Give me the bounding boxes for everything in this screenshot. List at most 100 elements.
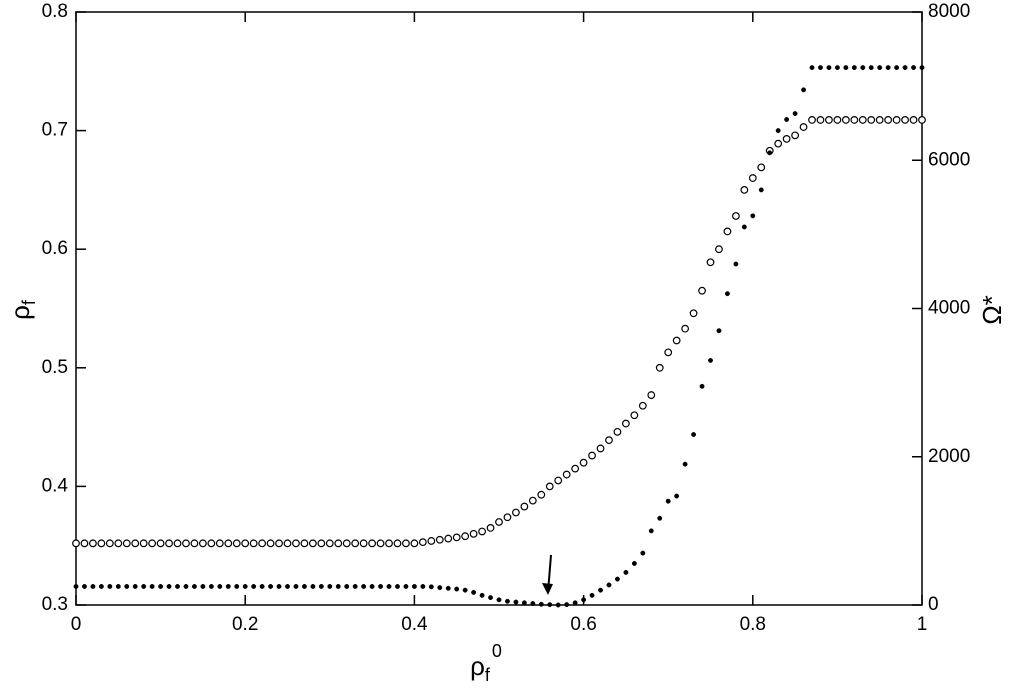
open-point <box>402 539 410 548</box>
open-point <box>579 458 588 467</box>
open-point <box>833 116 842 124</box>
open-point <box>325 539 334 548</box>
filled-point <box>251 584 257 589</box>
open-point <box>469 529 478 538</box>
filled-point <box>293 584 299 589</box>
filled-point <box>175 584 180 589</box>
open-point <box>799 123 808 131</box>
filled-point <box>496 597 502 603</box>
open-point <box>215 539 224 548</box>
filled-point <box>166 584 172 589</box>
filled-point <box>716 328 722 334</box>
open-point <box>97 539 106 548</box>
y-label-base: ρ <box>5 305 35 320</box>
y-tick-label: 0.4 <box>42 475 69 496</box>
filled-point <box>724 291 730 297</box>
open-point <box>148 539 157 548</box>
y-tick-label: 0.3 <box>42 594 68 615</box>
filled-point <box>141 584 147 589</box>
filled-point <box>115 584 121 589</box>
open-point <box>909 116 918 124</box>
open-point <box>622 419 630 428</box>
filled-point <box>665 498 671 504</box>
filled-point <box>361 584 367 589</box>
filled-point <box>572 600 578 606</box>
open-point <box>478 527 486 536</box>
open-point <box>503 513 512 522</box>
filled-point <box>437 585 443 591</box>
filled-point <box>335 584 341 589</box>
open-point <box>122 539 131 548</box>
open-point <box>630 411 639 420</box>
open-point <box>105 539 114 548</box>
filled-point <box>682 461 688 467</box>
filled-point <box>631 561 637 566</box>
filled-point <box>708 357 713 363</box>
open-point <box>512 508 520 517</box>
x-label-base: ρ <box>470 651 485 681</box>
open-point <box>249 539 258 548</box>
arrow <box>542 554 553 595</box>
open-point <box>300 539 309 548</box>
filled-point <box>276 584 282 589</box>
open-point <box>554 476 563 485</box>
open-point <box>182 539 190 548</box>
filled-point <box>395 584 400 589</box>
open-point <box>72 539 80 548</box>
filled-point <box>809 65 815 71</box>
open-point <box>334 539 343 548</box>
filled-point <box>606 582 612 588</box>
open-point <box>571 464 580 473</box>
filled-point <box>149 584 155 589</box>
open-point <box>283 539 292 548</box>
filled-point <box>589 592 595 598</box>
open-point <box>131 539 140 548</box>
open-point <box>731 212 740 220</box>
open-point <box>850 116 859 124</box>
open-point <box>258 539 267 548</box>
filled-point <box>648 528 654 534</box>
open-point <box>435 535 444 544</box>
filled-point <box>217 584 223 589</box>
open-point <box>224 539 233 548</box>
filled-point <box>505 598 510 604</box>
y2-tick-label: 6000 <box>928 149 970 170</box>
filled-point <box>818 65 823 71</box>
open-point <box>198 539 207 548</box>
open-point <box>452 533 461 542</box>
y2-tick-label: 2000 <box>928 446 970 467</box>
filled-point <box>386 584 392 589</box>
filled-point <box>758 187 764 193</box>
open-point <box>884 116 893 124</box>
y-label-sub: f <box>19 299 39 305</box>
filled-point <box>479 592 485 598</box>
x-tick-label: 1 <box>917 614 928 635</box>
y-axis-label: ρf <box>5 299 39 320</box>
open-point <box>723 227 732 236</box>
x-tick-label: 0.6 <box>570 614 596 635</box>
open-point <box>757 163 766 172</box>
filled-point <box>792 111 798 117</box>
filled-point <box>834 65 840 71</box>
filled-point <box>411 584 417 589</box>
filled-point <box>73 584 79 589</box>
y2-tick-label: 8000 <box>928 1 970 22</box>
filled-point <box>98 584 104 589</box>
open-point <box>266 539 275 548</box>
open-point <box>275 539 283 548</box>
filled-point <box>158 584 164 589</box>
filled-point <box>784 117 790 122</box>
open-point <box>232 539 241 548</box>
open-point <box>80 539 89 548</box>
filled-point <box>132 584 138 589</box>
filled-point <box>750 213 756 219</box>
y2-tick-label: 4000 <box>928 298 970 319</box>
x-tick-label: 0.8 <box>740 614 766 635</box>
filled-point <box>640 550 646 556</box>
open-point <box>858 116 867 124</box>
filled-point <box>894 65 900 71</box>
filled-point <box>885 65 891 71</box>
open-point <box>495 518 503 526</box>
filled-point <box>521 600 527 606</box>
x-label-sup: 0 <box>492 641 502 661</box>
